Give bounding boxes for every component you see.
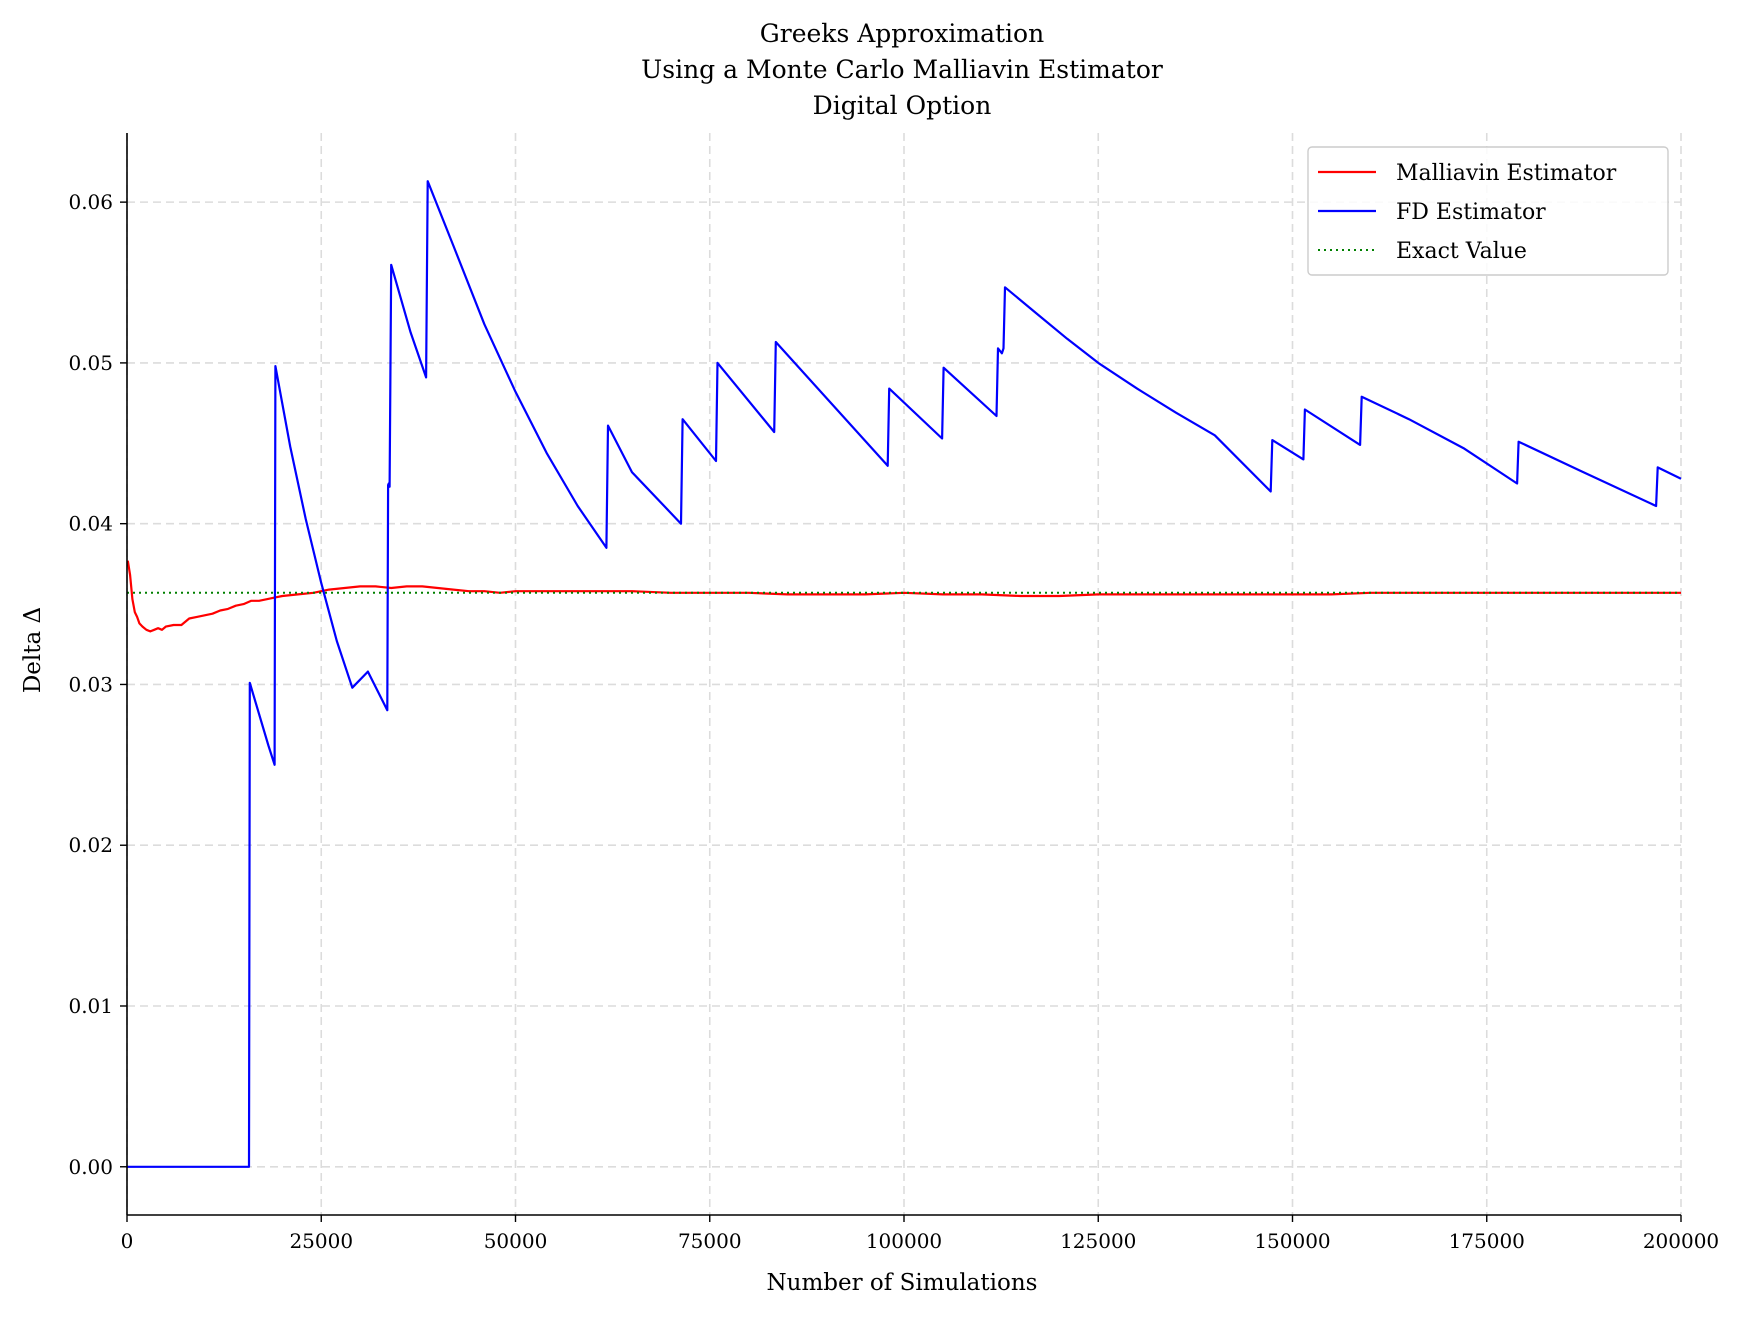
ticks: 0 25000 50000 75000 100000 125000 150000 175000… xyxy=(68,190,1719,1253)
x-tick-label: 125000 xyxy=(1060,1229,1136,1253)
legend-label-0: Malliavin Estimator xyxy=(1396,161,1617,186)
title-line-3: Digital Option xyxy=(813,91,992,120)
y-tick-label: 0.06 xyxy=(68,190,113,214)
y-tick-label: 0.05 xyxy=(68,351,113,375)
title-line-1: Greeks Approximation xyxy=(760,19,1044,48)
legend-label-1: FD Estimator xyxy=(1396,200,1546,225)
x-tick-label: 25000 xyxy=(289,1229,353,1253)
legend-label-2: Exact Value xyxy=(1396,239,1527,264)
x-tick-label: 200000 xyxy=(1643,1229,1719,1253)
legend-box xyxy=(1307,146,1669,276)
legend: Malliavin Estimator FD Estimator Exact Val… xyxy=(1307,146,1669,276)
grid xyxy=(126,133,1682,1215)
x-tick-label: 50000 xyxy=(484,1229,548,1253)
title-line-2: Using a Monte Carlo Malliavin Estimator xyxy=(641,55,1163,84)
y-tick-label: 0.00 xyxy=(68,1155,113,1179)
x-tick-label: 175000 xyxy=(1449,1229,1525,1253)
x-tick-label: 100000 xyxy=(866,1229,942,1253)
x-tick-label: 0 xyxy=(121,1229,134,1253)
y-tick-label: 0.01 xyxy=(68,994,113,1018)
y-tick-label: 0.02 xyxy=(68,833,113,857)
x-axis-label: Number of Simulations xyxy=(767,1270,1038,1296)
y-tick-label: 0.03 xyxy=(68,672,113,696)
y-tick-label: 0.04 xyxy=(68,512,113,536)
series-line-0 xyxy=(126,560,1681,633)
y-axis-label: Delta Δ xyxy=(20,607,46,693)
series-layer xyxy=(126,180,1682,1168)
x-tick-label: 75000 xyxy=(678,1229,742,1253)
x-tick-label: 150000 xyxy=(1254,1229,1330,1253)
chart-title: Greeks Approximation Using a Monte Carlo… xyxy=(641,19,1163,120)
series-line-1 xyxy=(127,180,1682,1168)
